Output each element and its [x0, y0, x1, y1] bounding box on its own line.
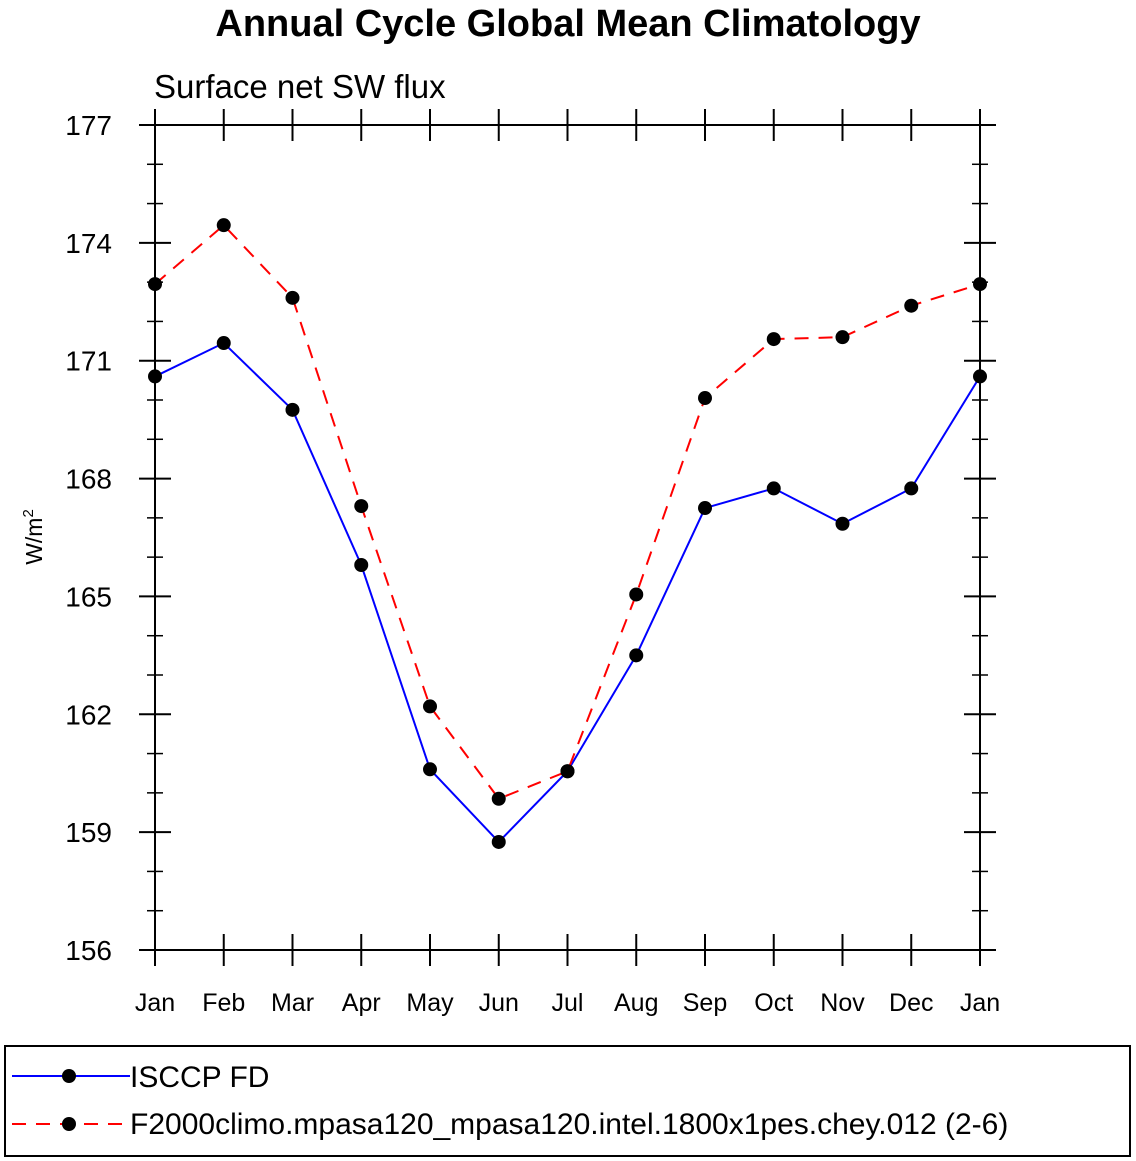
y-tick-label: 159: [65, 817, 112, 848]
legend-label-model: F2000climo.mpasa120_mpasa120.intel.1800x…: [130, 1108, 1008, 1141]
y-tick-label: 174: [65, 228, 112, 259]
series-line-1: [154, 223, 981, 800]
series-0-point: [698, 501, 712, 516]
y-tick-label: 168: [65, 464, 112, 495]
chart-title: Annual Cycle Global Mean Climatology: [215, 3, 920, 45]
series-1-point: [423, 699, 437, 714]
series-0-point: [354, 558, 369, 572]
series-0-point: [904, 481, 919, 496]
series-1-point: [766, 332, 781, 347]
series-1-point: [285, 290, 300, 305]
y-tick-label: 171: [65, 346, 112, 377]
series-1-point: [216, 218, 231, 233]
y-tick-label: 177: [65, 110, 112, 141]
x-tick-label: May: [406, 989, 454, 1017]
x-tick-label: Jan: [960, 989, 1000, 1017]
y-tick-label: 156: [65, 935, 112, 966]
series-layer: [148, 218, 987, 849]
y-tick-label: 162: [65, 699, 112, 730]
series-0-point: [629, 648, 644, 663]
svg-text:W/m2: W/m2: [20, 509, 47, 565]
series-1-point: [698, 391, 712, 406]
series-0-point: [835, 516, 850, 531]
x-tick-label: Mar: [271, 989, 314, 1017]
series-0-point: [423, 762, 437, 777]
legend-marker-model: [62, 1117, 76, 1131]
x-tick-label: Apr: [342, 989, 381, 1017]
y-tick-labels: 156 159 162 165 168 171 174 177: [65, 110, 112, 966]
x-tick-label: Feb: [202, 989, 245, 1017]
y-axis-label-text: W/m: [21, 518, 47, 565]
x-tick-label: Aug: [614, 989, 658, 1017]
legend-label-isccp: ISCCP FD: [130, 1061, 269, 1094]
series-1-point: [354, 499, 369, 514]
series-1-point: [629, 587, 644, 602]
series-0-point: [285, 402, 300, 417]
x-tick-label: Dec: [889, 989, 933, 1017]
legend: ISCCP FD F2000climo.mpasa120_mpasa120.in…: [4, 1045, 1131, 1157]
y-axis-label: W/m2: [20, 509, 47, 565]
series-0-point: [766, 481, 781, 496]
axis-ticks: [139, 109, 996, 966]
x-tick-label: Sep: [683, 989, 727, 1017]
series-1-point: [904, 298, 919, 313]
x-tick-label: Jun: [479, 989, 519, 1017]
legend-box: [4, 1045, 1131, 1157]
series-0-point: [216, 336, 231, 351]
x-tick-label: Nov: [820, 989, 865, 1017]
x-tick-labels: Jan Feb Mar Apr May Jun Jul Aug Sep Oct Nov Dec Jan: [135, 989, 1000, 1017]
series-1-point: [560, 764, 575, 779]
plot-frame: [154, 124, 981, 951]
y-tick-label: 165: [65, 581, 112, 612]
series-1-point: [835, 330, 850, 345]
legend-marker-isccp: [62, 1069, 76, 1083]
x-tick-label: Jul: [552, 989, 584, 1017]
x-tick-label: Jan: [135, 989, 175, 1017]
chart-subtitle: Surface net SW flux: [154, 68, 446, 105]
series-1-point: [491, 791, 506, 806]
x-tick-label: Oct: [754, 989, 793, 1017]
y-axis-label-superscript: 2: [20, 509, 37, 517]
series-0-point: [491, 834, 506, 849]
